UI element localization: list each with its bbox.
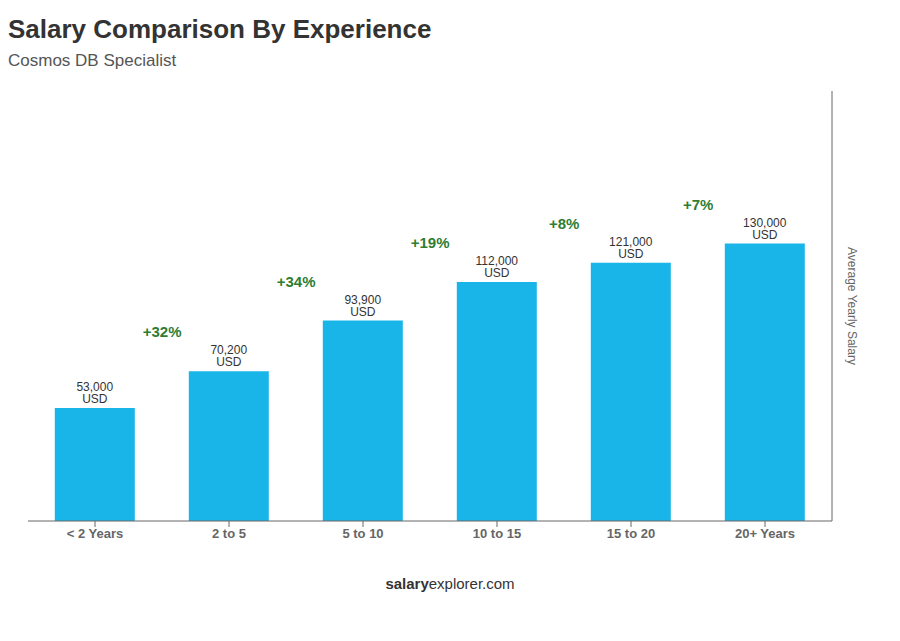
- svg-text:2 to 5: 2 to 5: [212, 526, 246, 541]
- svg-text:93,900USD: 93,900USD: [344, 293, 381, 319]
- svg-text:112,000USD: 112,000USD: [476, 254, 519, 280]
- svg-text:+19%: +19%: [411, 234, 450, 251]
- svg-text:+32%: +32%: [143, 323, 182, 340]
- html-text:Salary Comparison By Experienc: Salary Comparison By Experience: [8, 14, 432, 44]
- html-text:Cosmos DB Specialist: Cosmos DB Specialist: [8, 51, 177, 70]
- svg-text:5 to 10: 5 to 10: [342, 526, 383, 541]
- svg-text:53,000USD: 53,000USD: [76, 380, 113, 406]
- svg-text:+8%: +8%: [549, 215, 579, 232]
- svg-text:20+ Years: 20+ Years: [735, 526, 795, 541]
- svg-text:121,000USD: 121,000USD: [609, 235, 653, 261]
- svg-text:< 2 Years: < 2 Years: [67, 526, 124, 541]
- svg-text:130,000USD: 130,000USD: [743, 216, 787, 242]
- svg-text:+7%: +7%: [683, 196, 713, 213]
- svg-text:+34%: +34%: [277, 273, 316, 290]
- svg-text:10 to 15: 10 to 15: [473, 526, 521, 541]
- html-text:salary explorer.com: salary explorer.com: [385, 575, 515, 592]
- svg-text:70,200USD: 70,200USD: [210, 343, 247, 369]
- svg-text:Average Yearly Salary: Average Yearly Salary: [845, 247, 859, 365]
- svg-text:15 to 20: 15 to 20: [607, 526, 655, 541]
